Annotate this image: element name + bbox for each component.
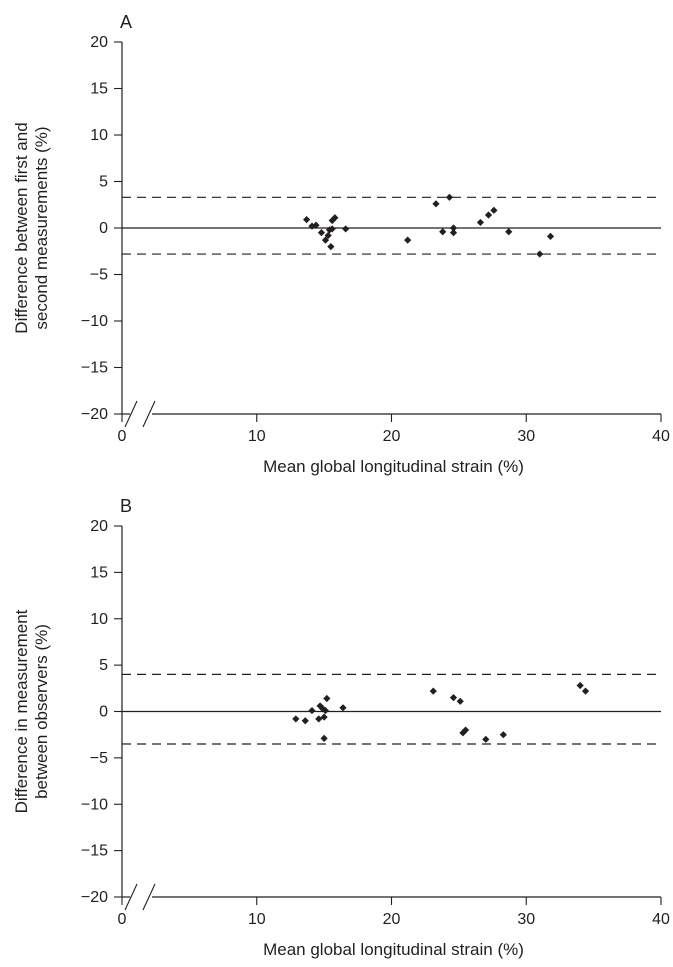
data-point	[315, 715, 323, 723]
panel-letter: A	[120, 12, 132, 32]
x-tick-label: 0	[118, 428, 127, 445]
y-axis-label-line: Difference between first and	[12, 122, 31, 333]
y-tick-label: −15	[81, 843, 108, 860]
axis-break-slash	[142, 883, 156, 911]
y-tick-label: −15	[81, 360, 108, 377]
y-tick-label: 20	[90, 518, 108, 535]
y-tick-label: 15	[90, 81, 108, 98]
data-point	[581, 687, 590, 695]
y-tick-label: −10	[81, 313, 108, 330]
data-point	[505, 228, 513, 236]
x-axis-label: Mean global longitudinal strain (%)	[263, 457, 524, 476]
data-point	[482, 735, 490, 743]
data-point	[432, 200, 440, 208]
data-point	[576, 681, 584, 690]
y-axis-label-line: Difference in measurement	[12, 609, 31, 813]
data-point	[320, 734, 328, 742]
data-point	[303, 216, 311, 224]
y-tick-label: −20	[81, 889, 108, 906]
data-point	[536, 250, 544, 258]
data-point	[321, 236, 330, 244]
data-point	[324, 231, 332, 240]
data-point	[328, 225, 336, 233]
data-point	[323, 694, 331, 703]
y-tick-label: −5	[90, 750, 108, 767]
data-point	[339, 704, 347, 712]
x-tick-label: 30	[517, 428, 535, 445]
data-point	[312, 221, 320, 229]
data-point	[321, 706, 330, 715]
data-point	[490, 206, 498, 214]
y-tick-label: 0	[99, 704, 108, 721]
axis-break-slash	[142, 400, 156, 428]
data-point	[327, 243, 335, 251]
y-axis-label-line: between observers (%)	[32, 624, 51, 799]
data-point	[328, 216, 336, 225]
data-point	[342, 225, 350, 233]
data-point	[320, 713, 328, 721]
y-tick-label: 20	[90, 34, 108, 51]
y-tick-label: 10	[90, 611, 108, 628]
y-tick-label: 0	[99, 220, 108, 237]
data-point	[449, 224, 458, 232]
data-point	[445, 193, 454, 201]
y-tick-label: 5	[99, 657, 108, 674]
y-tick-label: 5	[99, 174, 108, 191]
data-point	[449, 693, 458, 702]
data-point	[546, 232, 555, 240]
data-point	[331, 214, 339, 222]
y-axis-label: Difference between first andsecond measu…	[12, 122, 51, 333]
x-tick-label: 40	[652, 911, 670, 928]
y-tick-label: 15	[90, 564, 108, 581]
x-tick-label: 10	[248, 911, 266, 928]
data-point	[317, 229, 326, 237]
y-tick-label: −5	[90, 267, 108, 284]
data-point	[319, 705, 327, 713]
data-point	[439, 228, 447, 236]
data-point	[499, 731, 507, 739]
x-tick-label: 20	[383, 428, 401, 445]
data-point	[316, 702, 324, 710]
data-point	[456, 697, 464, 705]
y-tick-label: 10	[90, 127, 108, 144]
data-point	[459, 729, 467, 737]
x-tick-label: 10	[248, 428, 266, 445]
y-axis-label-line: second measurements (%)	[32, 126, 51, 329]
panel-letter: B	[120, 496, 132, 516]
x-tick-label: 30	[517, 911, 535, 928]
x-tick-label: 20	[383, 911, 401, 928]
x-tick-label: 40	[652, 428, 670, 445]
y-tick-label: −10	[81, 796, 108, 813]
data-point	[449, 229, 458, 237]
data-point	[301, 717, 309, 725]
panel-a: A 20 15 10 5 0 −5 −10 −15 −20 0 10 20 30 40 Mean global…	[12, 12, 670, 476]
y-axis-label: Difference in measurementbetween observe…	[12, 609, 51, 813]
data-point	[308, 706, 316, 715]
axis-break-slash	[124, 883, 138, 911]
data-point	[476, 218, 485, 227]
data-point	[292, 715, 300, 723]
axis-break-slash	[124, 400, 138, 428]
panel-b: B 20 15 10 5 0 −5 −10 −15 −20 0 10 20 30 40 Mean global…	[12, 496, 670, 959]
data-point	[484, 211, 493, 219]
y-tick-label: −20	[81, 406, 108, 423]
data-point	[429, 687, 437, 695]
x-axis-label: Mean global longitudinal strain (%)	[263, 940, 524, 959]
x-tick-label: 0	[118, 911, 127, 928]
data-point	[404, 236, 412, 244]
data-point	[462, 726, 470, 734]
